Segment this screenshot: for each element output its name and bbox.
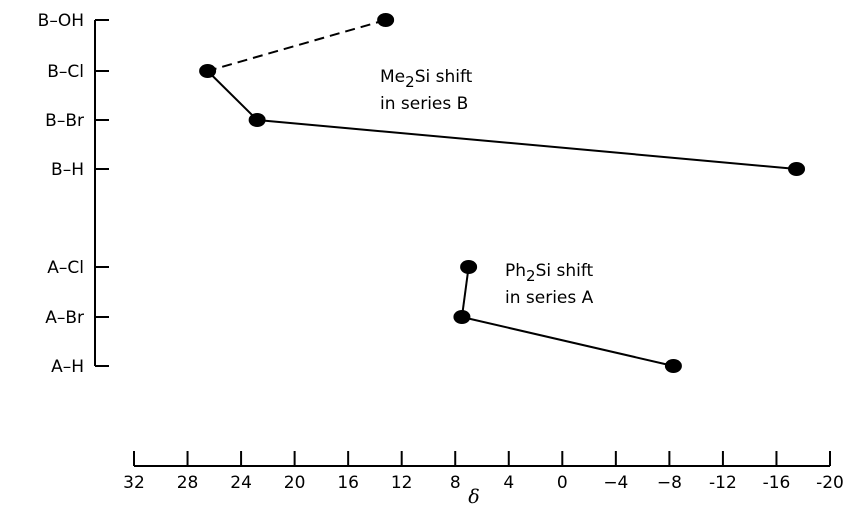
data-point (460, 260, 478, 274)
x-axis: 32 28 24 20 16 12 8 4 0 −4 −8 -12 -16 -20 (123, 451, 844, 493)
x-tick-label: 4 (503, 473, 514, 493)
data-point (377, 13, 395, 27)
annotation-text: Ph2Si shift (505, 261, 594, 285)
x-tick-label: 24 (230, 473, 252, 493)
x-tick-label: 28 (177, 473, 199, 493)
data-point (664, 359, 682, 373)
annotation-text: in series A (505, 288, 594, 308)
x-tick-label: -16 (763, 473, 791, 493)
annotation-text: Me2Si shift (380, 67, 473, 91)
series-a (453, 260, 682, 373)
x-tick-label: 20 (284, 473, 306, 493)
y-tick-label: A–H (51, 357, 84, 377)
connector-line (206, 70, 258, 121)
x-axis-label: δ (468, 486, 479, 508)
y-tick-label: A–Br (45, 308, 84, 328)
annotations: Me2Si shift in series B Ph2Si shift in seri… (380, 67, 594, 308)
annotation-text: in series B (380, 94, 468, 114)
data-point (453, 310, 471, 324)
data-point (199, 64, 217, 78)
x-tick-label: -12 (709, 473, 737, 493)
data-point (788, 162, 806, 176)
y-tick-label: B–OH (38, 11, 84, 31)
x-tick-label: -20 (816, 473, 844, 493)
connector-line (257, 119, 797, 170)
x-tick-label: −4 (603, 473, 628, 493)
y-tick-label: B–Cl (47, 62, 84, 82)
x-tick-label: 0 (557, 473, 568, 493)
connector-line (461, 316, 674, 367)
x-tick-label: −8 (657, 473, 682, 493)
y-tick-label: B–Br (45, 111, 84, 131)
y-axis: B–OH B–Cl B–Br B–H A–Cl A–Br A–H (38, 11, 109, 377)
connector-line (460, 266, 470, 318)
data-point (248, 113, 266, 127)
series-b (199, 13, 806, 176)
plot-area (199, 13, 806, 373)
x-tick-label: 8 (450, 473, 461, 493)
x-tick-label: 32 (123, 473, 145, 493)
y-tick-label: A–Cl (47, 258, 84, 278)
x-tick-label: 16 (337, 473, 359, 493)
connector-line (207, 19, 386, 72)
y-tick-label: B–H (51, 160, 84, 180)
x-tick-label: 12 (391, 473, 413, 493)
